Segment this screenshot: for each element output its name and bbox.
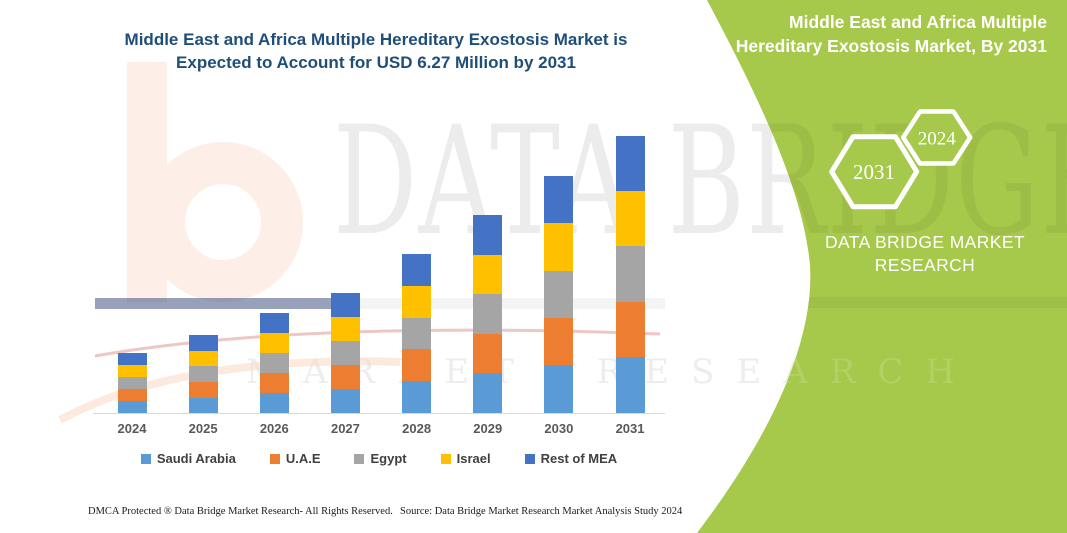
bar-segment-u-a-e-2025 — [188, 382, 218, 398]
legend-item-rest-of-mea: Rest of MEA — [524, 451, 618, 466]
legend-item-israel: Israel — [440, 451, 491, 466]
bar-segment-israel-2024 — [117, 365, 147, 378]
bar-segment-israel-2030 — [544, 223, 574, 271]
bar-segment-egypt-2029 — [473, 294, 503, 334]
side-panel-title-line2: Hereditary Exostosis Market, By 2031 — [735, 36, 1047, 56]
bar-segment-u-a-e-2031 — [615, 302, 645, 358]
bar-segment-egypt-2030 — [544, 270, 574, 318]
bar-segment-u-a-e-2030 — [544, 317, 574, 366]
decor-gray-band — [345, 298, 665, 309]
x-label-2029: 2029 — [473, 421, 503, 436]
bar-2025 — [188, 335, 218, 413]
x-label-2025: 2025 — [188, 421, 218, 436]
brand-line2: RESEARCH — [874, 255, 976, 275]
bar-segment-saudi-arabia-2025 — [188, 397, 218, 413]
legend-label: Rest of MEA — [540, 451, 618, 466]
decor-band-green — [690, 297, 1067, 308]
bar-segment-u-a-e-2028 — [402, 349, 432, 382]
bar-segment-saudi-arabia-2030 — [544, 365, 574, 413]
bar-segment-rest-of-mea-2030 — [544, 175, 574, 224]
side-panel-title-line1: Middle East and Africa Multiple — [789, 12, 1047, 32]
bar-segment-rest-of-mea-2031 — [615, 135, 645, 192]
bar-segment-saudi-arabia-2027 — [330, 389, 360, 413]
x-label-2031: 2031 — [615, 421, 645, 436]
bar-segment-rest-of-mea-2027 — [330, 293, 360, 318]
legend-swatch — [440, 453, 451, 464]
logo-navy-bar — [95, 298, 345, 309]
footer-copyright: DMCA Protected ® Data Bridge Market Rese… — [88, 506, 393, 517]
legend-label: Saudi Arabia — [156, 451, 236, 466]
decor-red-arc — [94, 328, 661, 358]
brand-name: DATA BRIDGE MARKET RESEARCH — [775, 231, 1067, 277]
bar-2030 — [544, 175, 574, 413]
x-label-2028: 2028 — [402, 421, 432, 436]
bar-segment-saudi-arabia-2029 — [473, 373, 503, 413]
bar-2029 — [473, 215, 503, 413]
bar-segment-israel-2025 — [188, 350, 218, 367]
hexagon-2024-label: 2024 — [918, 129, 957, 150]
x-label-2027: 2027 — [330, 421, 360, 436]
legend-item-saudi-arabia: Saudi Arabia — [140, 451, 236, 466]
bar-2027 — [330, 293, 360, 413]
bar-segment-rest-of-mea-2025 — [188, 335, 218, 351]
chart-title: Middle East and Africa Multiple Heredita… — [88, 28, 664, 74]
logo-b-bowl — [143, 142, 303, 302]
bar-2024 — [117, 353, 147, 413]
bar-segment-egypt-2025 — [188, 366, 218, 383]
legend: Saudi Arabia U.A.E Egypt Israel Rest of MEA — [93, 451, 665, 466]
bar-segment-egypt-2024 — [117, 377, 147, 390]
bar-segment-saudi-arabia-2026 — [259, 393, 289, 413]
x-label-2026: 2026 — [259, 421, 289, 436]
hexagon-2031 — [832, 137, 917, 207]
legend-swatch — [354, 453, 365, 464]
hexagon-2024 — [903, 112, 970, 164]
footer-source: Source: Data Bridge Market Research Mark… — [400, 506, 683, 517]
bar-segment-egypt-2028 — [402, 317, 432, 350]
chart-title-line1: Middle East and Africa Multiple Heredita… — [124, 30, 628, 49]
side-panel-title: Middle East and Africa Multiple Heredita… — [687, 10, 1047, 58]
bar-segment-u-a-e-2026 — [259, 373, 289, 394]
bar-segment-u-a-e-2024 — [117, 389, 147, 402]
legend-item-u-a-e: U.A.E — [269, 451, 321, 466]
bar-segment-rest-of-mea-2028 — [402, 254, 432, 286]
x-axis-line — [93, 413, 665, 414]
legend-label: Israel — [456, 451, 491, 466]
bar-2031 — [615, 135, 645, 413]
legend-item-egypt: Egypt — [354, 451, 407, 466]
bar-segment-saudi-arabia-2024 — [117, 401, 147, 413]
year-hexagons: 2031 2024 — [820, 100, 985, 215]
bar-segment-israel-2028 — [402, 285, 432, 318]
bar-2028 — [402, 254, 432, 413]
bar-segment-saudi-arabia-2031 — [615, 357, 645, 413]
bar-segment-egypt-2027 — [330, 340, 360, 366]
bar-segment-israel-2026 — [259, 333, 289, 353]
bar-2026 — [259, 313, 289, 413]
bar-segment-israel-2027 — [330, 317, 360, 341]
brand-line1: DATA BRIDGE MARKET — [824, 232, 1026, 252]
bar-segment-rest-of-mea-2024 — [117, 353, 147, 366]
x-label-2030: 2030 — [544, 421, 574, 436]
legend-label: Egypt — [370, 451, 407, 466]
bar-segment-egypt-2026 — [259, 352, 289, 374]
bar-segment-u-a-e-2029 — [473, 333, 503, 374]
bar-segment-israel-2031 — [615, 191, 645, 247]
bar-segment-egypt-2031 — [615, 246, 645, 303]
bar-segment-u-a-e-2027 — [330, 365, 360, 390]
bar-segment-israel-2029 — [473, 254, 503, 295]
hexagon-2031-label: 2031 — [853, 160, 895, 184]
x-label-2024: 2024 — [117, 421, 147, 436]
bar-segment-saudi-arabia-2028 — [402, 381, 432, 413]
chart-title-line2: Expected to Account for USD 6.27 Million… — [176, 53, 576, 72]
legend-label: U.A.E — [285, 451, 321, 466]
legend-swatch — [269, 453, 280, 464]
legend-swatch — [140, 453, 151, 464]
bar-segment-rest-of-mea-2026 — [259, 313, 289, 334]
legend-swatch — [524, 453, 535, 464]
bar-segment-rest-of-mea-2029 — [473, 215, 503, 255]
